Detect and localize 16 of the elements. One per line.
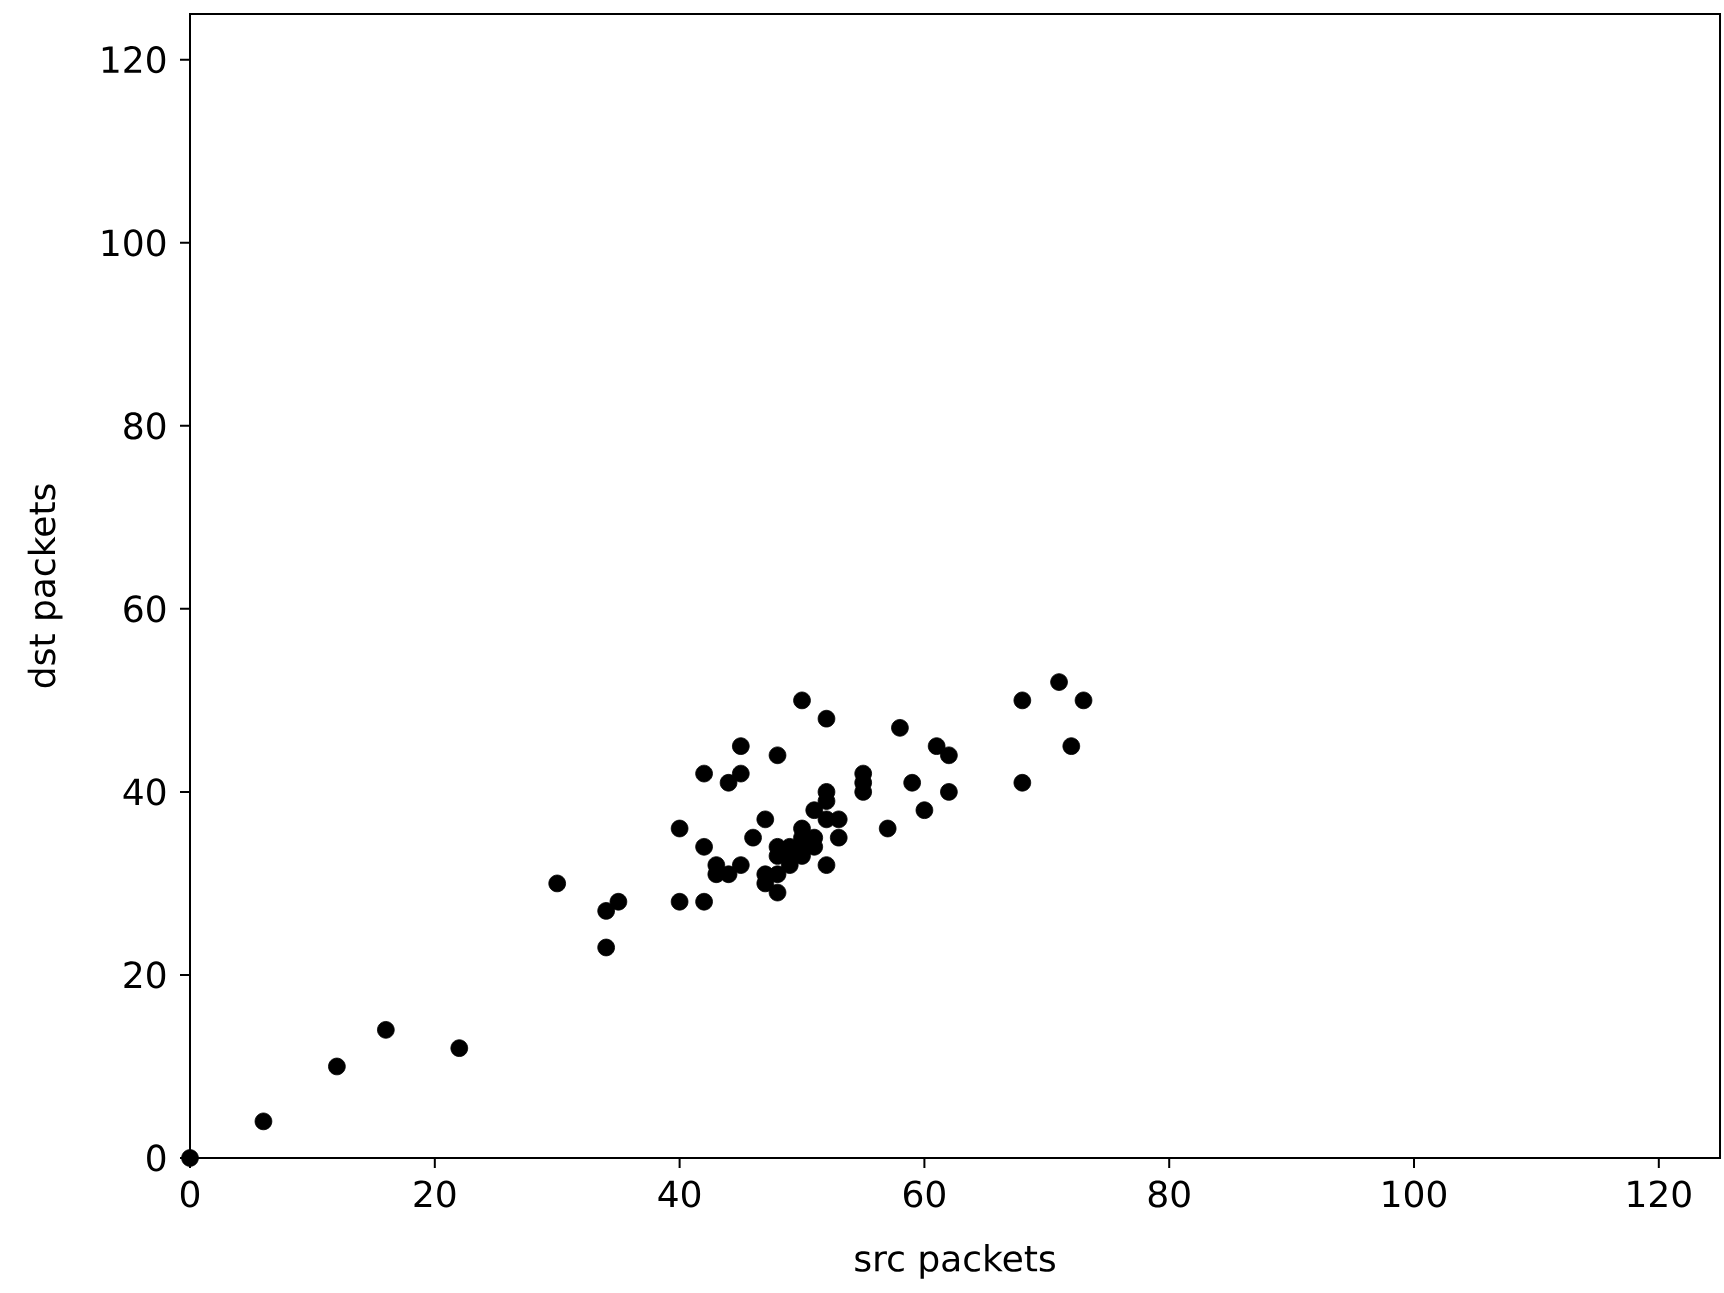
x-tick-label: 120 <box>1628 1180 1691 1208</box>
y-tick-label: 120 <box>102 46 166 74</box>
y-tick-label: 40 <box>123 778 166 806</box>
x-tick-label: 0 <box>180 1180 200 1208</box>
x-tick-label: 40 <box>658 1180 701 1208</box>
x-axis-title: src packets <box>855 1244 1055 1279</box>
y-tick-label: 100 <box>102 229 166 257</box>
x-tick-label: 80 <box>1148 1180 1190 1208</box>
y-tick-label: 60 <box>124 595 166 623</box>
y-tick-label: 0 <box>147 1144 166 1172</box>
y-tick-label: 80 <box>124 412 166 440</box>
y-tick-label: 20 <box>124 961 166 989</box>
y-axis-title: dst packets <box>27 484 63 688</box>
x-tick-label: 60 <box>904 1180 945 1208</box>
x-tick-label: 100 <box>1383 1180 1446 1208</box>
x-tick-label: 20 <box>414 1180 456 1208</box>
